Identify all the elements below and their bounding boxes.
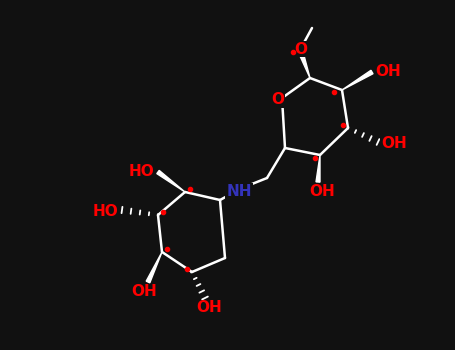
Polygon shape (298, 49, 310, 78)
Text: HO: HO (129, 163, 155, 178)
Polygon shape (342, 70, 373, 90)
Polygon shape (157, 170, 185, 192)
Text: OH: OH (381, 135, 407, 150)
Text: OH: OH (131, 285, 157, 300)
Polygon shape (146, 252, 162, 283)
Text: OH: OH (375, 63, 401, 78)
Text: OH: OH (196, 301, 222, 315)
Polygon shape (316, 155, 320, 182)
Text: HO: HO (93, 203, 119, 218)
Text: O: O (294, 42, 308, 56)
Text: OH: OH (309, 184, 335, 200)
Text: O: O (272, 92, 284, 107)
Text: NH: NH (226, 183, 252, 198)
